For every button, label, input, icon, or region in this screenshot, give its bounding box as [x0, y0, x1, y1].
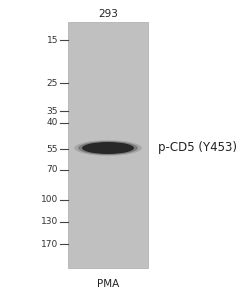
Text: 15: 15 — [47, 35, 58, 44]
Text: 40: 40 — [47, 118, 58, 127]
Ellipse shape — [74, 140, 142, 156]
Text: 25: 25 — [47, 79, 58, 88]
Bar — [68, 22, 148, 268]
Ellipse shape — [82, 142, 134, 154]
Text: 55: 55 — [47, 145, 58, 154]
Text: 130: 130 — [41, 217, 58, 226]
Text: 170: 170 — [41, 240, 58, 249]
Text: 100: 100 — [41, 195, 58, 204]
Text: p-CD5 (Y453): p-CD5 (Y453) — [158, 142, 237, 154]
Text: 35: 35 — [47, 107, 58, 116]
Text: 293: 293 — [98, 9, 118, 19]
Text: 70: 70 — [47, 165, 58, 174]
Text: PMA: PMA — [97, 279, 119, 289]
Ellipse shape — [78, 141, 138, 155]
